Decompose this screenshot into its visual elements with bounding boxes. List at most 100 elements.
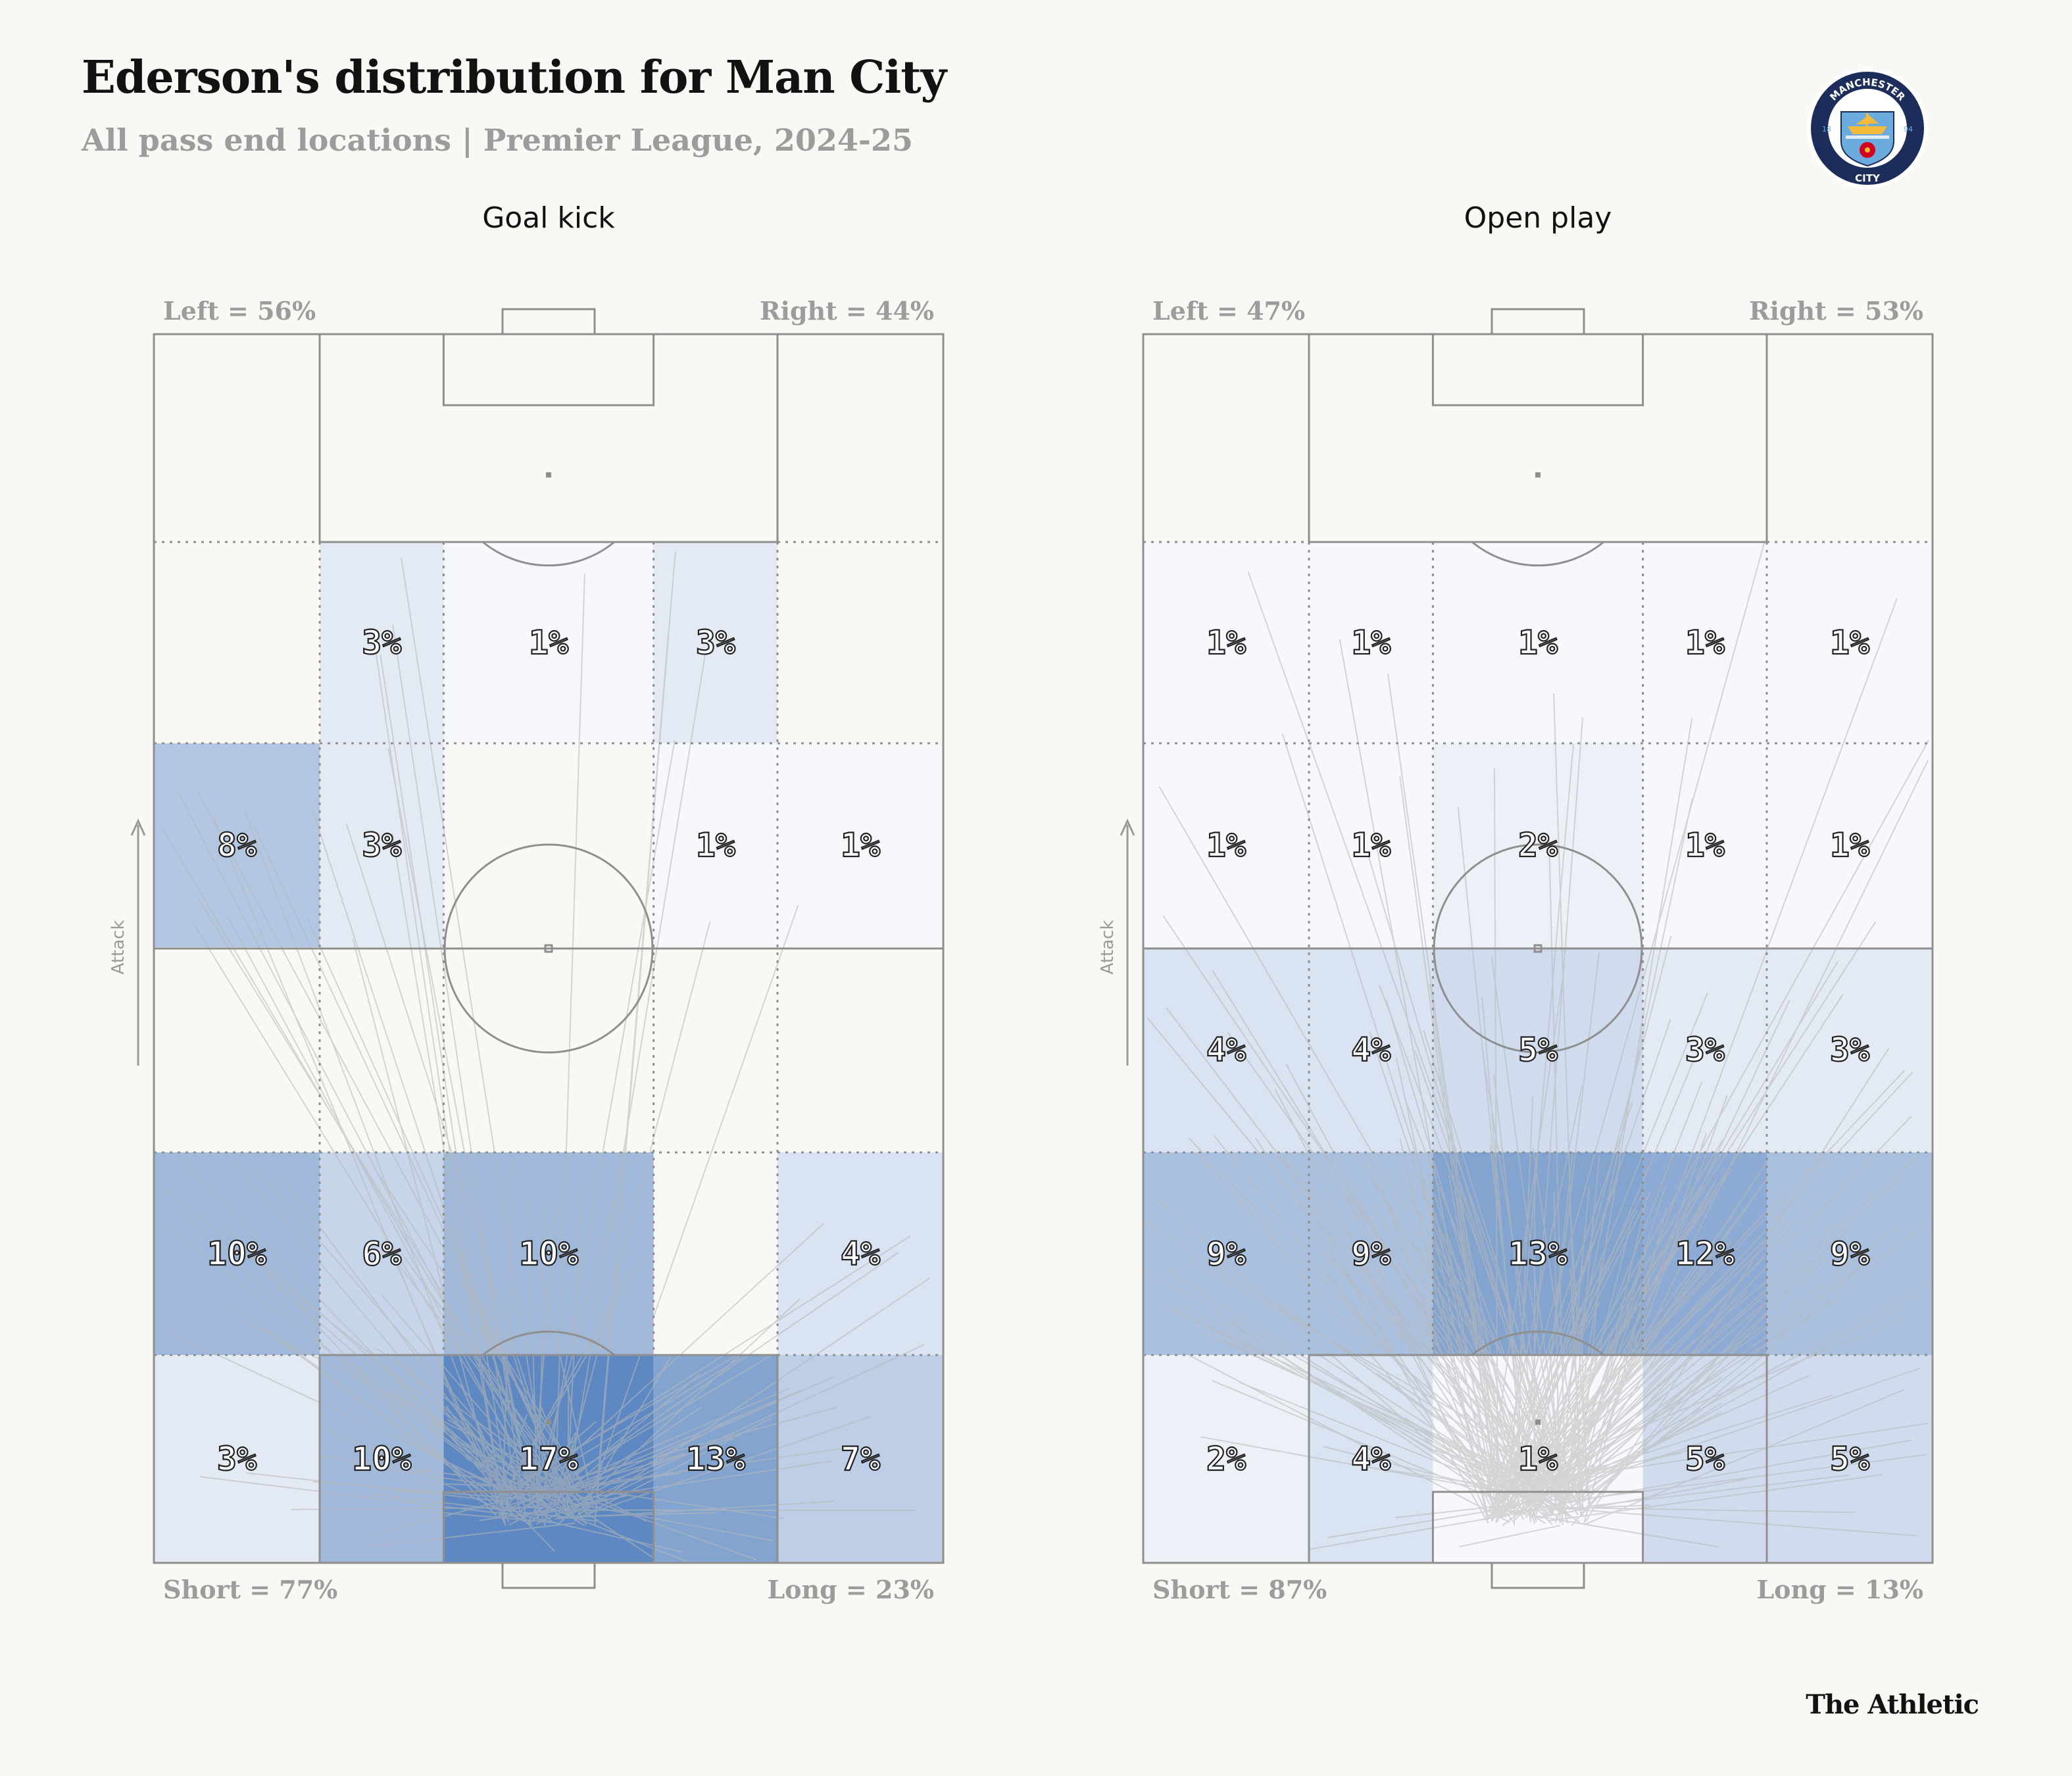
pass-arrow [1554,598,1898,1523]
pass-arrow [1536,1398,1662,1493]
pass-arrow [1494,1139,1723,1512]
heatmap-cell [443,542,654,743]
pass-arrow [1395,1057,1496,1517]
heatmap-value-label: 1% [841,826,880,864]
pass-arrow [521,1406,838,1494]
panel-title: Open play [1464,201,1612,235]
pass-arrow [1181,1255,1590,1488]
pass-arrow [1327,1509,1498,1539]
heatmap-cell [1143,743,1309,947]
pass-arrow [211,814,505,1523]
pass-arrow [524,1389,802,1507]
pass-arrow [505,1388,790,1511]
pass-arrow [1511,1058,1696,1493]
crest-year-left: 18 [1822,125,1831,134]
heatmap-value-label: 1% [1830,826,1869,864]
pass-arrow [1500,1193,1651,1494]
heatmap-labels: 1% 1% 1% 1% 1% 1% 1% 2% 1% 1% 4% 4% 5% 3% 3% 9% 9% 13% 12%… [1206,623,1870,1479]
pass-arrow [1328,1385,1520,1496]
pass-arrow [1459,1525,1560,1548]
pass-arrow [600,1490,785,1519]
pass-arrow [424,1510,556,1523]
pass-arrow [1569,1268,1584,1508]
pass-arrow [1325,1229,1569,1498]
annotation-long: Long = 13% [1756,1575,1923,1604]
heatmap-value-label: 3% [217,1440,257,1478]
heatmap-value-label: 1% [1685,624,1725,662]
pass-arrow [1344,1193,1487,1514]
pass-arrow [566,1183,583,1494]
pass-arrow [352,938,498,1501]
pass-arrow [445,1405,510,1500]
heatmap-value-label: 4% [1206,1031,1246,1069]
heatmap-value-label: 1% [696,826,735,864]
heatmap-value-label: 4% [1351,1440,1391,1478]
pass-arrow [466,1457,541,1496]
heatmap-value-label: 3% [362,826,401,864]
attack-label: Attack [1098,920,1118,974]
annotation-long: Long = 23% [767,1575,934,1604]
pass-arrows [1143,543,1931,1550]
heatmap-value-label: 2% [1518,826,1558,864]
pass-arrow [535,1441,626,1519]
pass-arrow [349,1462,556,1496]
crest-bottom-text: CITY [1855,172,1881,184]
pass-arrow [1548,1341,1564,1525]
pass-arrow [557,1298,801,1525]
heatmap-value-label: 1% [1351,624,1391,662]
pass-arrow [164,1223,521,1499]
pitch-markings [153,308,945,1589]
pass-arrow [554,574,585,1506]
pass-arrow [319,1455,545,1488]
pass-arrow [528,1197,538,1488]
heatmap-value-label: 3% [696,624,735,662]
pass-arrow [1456,1196,1498,1498]
pass-arrow [1535,1152,1573,1502]
pass-arrow [497,1356,735,1494]
heatmap-value-label: 4% [1351,1031,1391,1069]
chart-subtitle: All pass end locations | Premier League,… [82,122,914,158]
pass-arrow [1504,1510,1719,1548]
heatmap-value-label: 4% [841,1235,880,1273]
pass-arrow [226,914,544,1504]
heatmap-labels: 3% 1% 3% 8% 3% 1% 1% 10% 6% 10% 4% 3% 10% 17% 13% 7% [207,623,881,1479]
pass-arrow [400,1231,576,1518]
pass-arrow [1521,1178,1901,1505]
pass-arrow [1212,1380,1515,1508]
heatmap-cell [1642,542,1767,743]
pass-arrow [1481,997,1525,1497]
annotation-left: Left = 47% [1152,296,1305,326]
pass-arrow [1457,1191,1519,1489]
pass-arrow [497,1469,537,1518]
heatmap-cell [154,1152,320,1355]
heatmap-cell [653,542,777,743]
pass-arrow [1583,1389,1905,1526]
annotation-right: Right = 44% [760,296,934,326]
pass-arrow [499,1256,646,1502]
heatmap-value-label: 1% [1206,826,1246,864]
heatmap-value-label: 3% [1685,1031,1725,1069]
pass-arrow [366,1522,576,1548]
pass-arrow [504,1267,632,1494]
pass-arrow [1355,1464,1549,1495]
heatmap-value-label: 3% [1830,1031,1869,1069]
pass-arrow [1500,1360,1548,1511]
pass-arrow [1491,1211,1704,1514]
heatmap-value-label: 13% [1508,1235,1567,1273]
heatmap-cell [777,743,943,947]
heatmap-value-label: 3% [362,624,401,662]
pass-arrow [576,1494,757,1561]
pass-arrow [1307,1509,1540,1550]
pass-arrow [550,1373,701,1497]
pass-arrow [529,1354,772,1500]
pass-arrow [1567,1294,1918,1496]
pass-arrow [1239,1381,1525,1498]
heatmap-cell [154,743,320,947]
pass-arrow [1342,1188,1575,1498]
pass-arrow [521,1514,684,1553]
pass-arrow [1339,639,1493,1492]
pass-arrow [1548,1473,1883,1522]
pass-arrow [184,1213,500,1511]
pass-arrow [578,1277,931,1516]
pass-arrow [1523,1230,1849,1512]
